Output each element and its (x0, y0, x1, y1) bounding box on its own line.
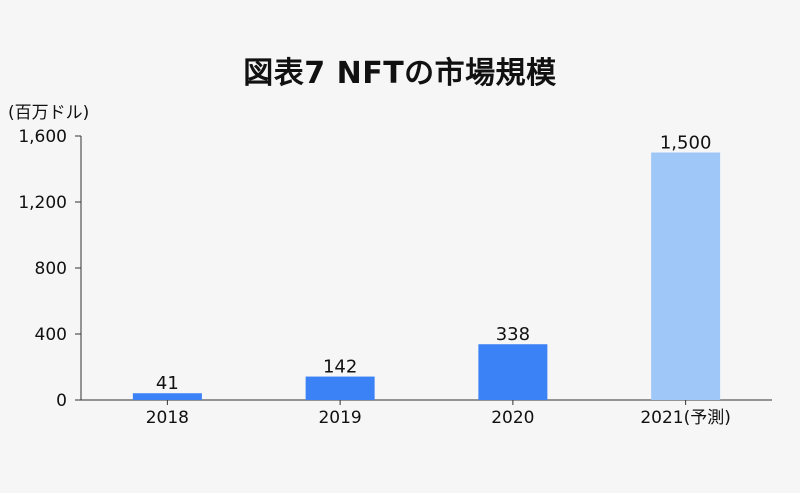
bars-group: 41 142 338 1,500 (132, 133, 721, 400)
bar-2018 (132, 393, 202, 400)
bar-2019 (305, 376, 375, 400)
y-tick-label: 400 (35, 325, 67, 345)
x-tick-label: 2021(予測) (640, 408, 731, 428)
x-tick-label: 2018 (146, 408, 189, 428)
y-axis-unit-label: (百万ドル) (8, 103, 90, 123)
y-tick-label: 0 (56, 391, 67, 411)
bar-value-label: 1,500 (660, 133, 712, 154)
bar-value-label: 41 (156, 373, 179, 394)
bar-value-label: 142 (323, 357, 357, 378)
bar-2020 (478, 344, 548, 400)
y-tick-label: 1,200 (18, 193, 67, 213)
bar-2021(予測) (651, 152, 721, 400)
y-tick-group: 0 400 800 1,200 1,600 (18, 127, 81, 411)
y-tick-label: 800 (35, 259, 67, 279)
x-tick-label: 2019 (318, 408, 361, 428)
bar-value-label: 338 (496, 324, 530, 345)
chart-title: 図表7 NFTの市場規模 (243, 56, 557, 91)
y-tick-label: 1,600 (18, 127, 67, 147)
x-tick-label: 2020 (491, 408, 534, 428)
x-tick-group: 2018 2019 2020 2021(予測) (146, 400, 731, 428)
